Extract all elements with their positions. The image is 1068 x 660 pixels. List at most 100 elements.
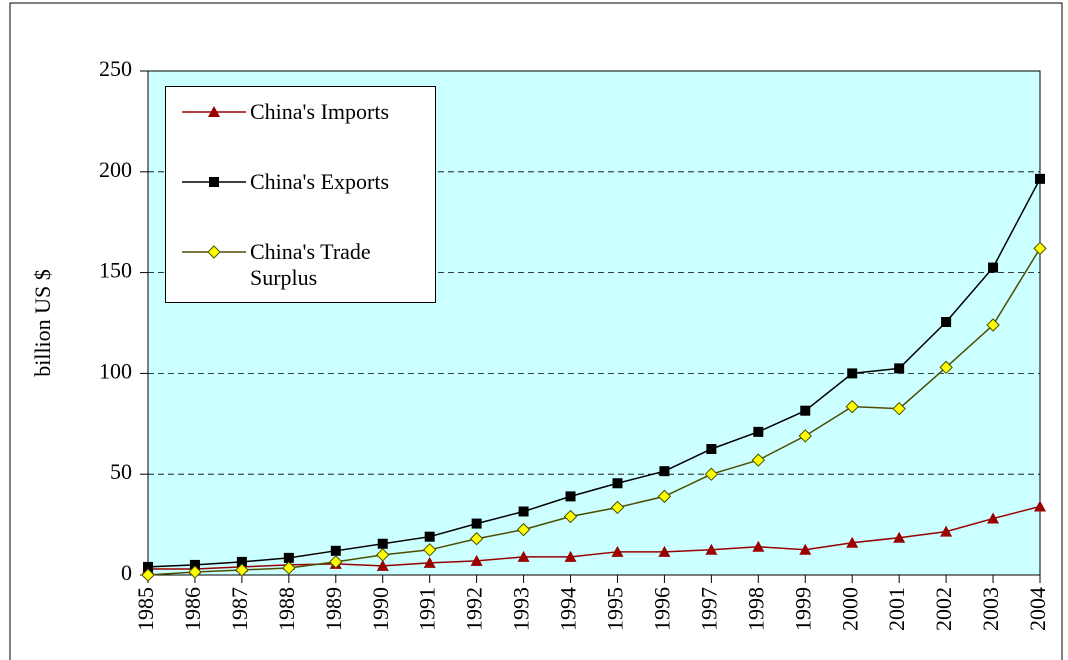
data-point: [987, 512, 1000, 524]
data-point: [988, 262, 999, 273]
legend-item: China's Exports: [166, 169, 420, 195]
data-point: [235, 563, 249, 577]
y-axis-label: billion US $: [30, 269, 55, 377]
frame: [9, 2, 1063, 660]
data-point: [706, 444, 717, 454]
data-point: [845, 399, 859, 414]
data-point: [939, 360, 953, 375]
data-point: [800, 405, 811, 416]
data-point: [422, 543, 437, 557]
series-line: [148, 505, 1041, 570]
data-point: [377, 538, 388, 549]
data-point: [894, 363, 905, 374]
x-tick-label: 1996: [649, 587, 674, 631]
marker: [208, 106, 220, 117]
data-point: [892, 401, 906, 416]
data-point: [376, 559, 389, 571]
data-point: [376, 548, 390, 562]
data-point: [657, 489, 672, 504]
data-point: [752, 540, 765, 552]
data-point: [518, 506, 529, 517]
y-tick-label: 250: [99, 56, 132, 81]
data-point: [423, 556, 436, 568]
x-tick-label: 1994: [556, 587, 581, 631]
data-point: [611, 545, 624, 557]
legend-swatch: [182, 177, 246, 187]
data-point: [1035, 173, 1045, 184]
y-tick-label: 200: [99, 157, 132, 182]
marker: [207, 245, 221, 259]
data-point: [612, 478, 623, 489]
x-tick-label: 1986: [180, 587, 205, 631]
data-point: [236, 556, 247, 567]
data-point: [470, 554, 483, 566]
data-point: [940, 525, 953, 537]
data-point: [282, 561, 296, 575]
x-tick-label: 1995: [603, 587, 628, 631]
data-point: [141, 568, 155, 582]
data-point: [847, 368, 858, 379]
data-point: [986, 318, 1000, 332]
y-tick-label: 50: [110, 459, 132, 484]
x-tick-label: 1989: [321, 587, 346, 631]
data-point: [330, 545, 341, 556]
data-point: [565, 491, 576, 502]
data-point: [329, 555, 343, 569]
data-point: [704, 467, 719, 481]
data-point: [798, 429, 812, 443]
legend: China's Imports China's Exports China's Tr…: [165, 86, 436, 303]
x-tick-label: 1993: [509, 587, 534, 631]
x-tick-label: 1985: [133, 587, 158, 631]
data-point: [143, 561, 153, 572]
data-point: [893, 531, 906, 543]
data-point: [941, 316, 952, 327]
x-tick-label: 1990: [368, 587, 393, 631]
legend-swatch: [182, 106, 246, 117]
data-point: [424, 531, 435, 542]
data-point: [471, 518, 482, 529]
legend-label: China's Imports: [250, 99, 390, 124]
y-tick-label: 0: [121, 560, 132, 585]
x-tick-label: 1987: [227, 587, 252, 631]
legend-item: China's Trade Surplus: [166, 239, 420, 291]
y-tick-label: 150: [99, 258, 132, 283]
data-point: [283, 552, 294, 563]
y-tick-label: 100: [99, 358, 132, 383]
x-tick-label: 1991: [415, 587, 440, 631]
data-point: [705, 543, 718, 555]
x-tick-label: 1988: [274, 587, 299, 631]
x-tick-label: 2002: [931, 587, 956, 631]
x-tick-label: 2004: [1025, 587, 1050, 631]
data-point: [564, 550, 577, 562]
legend-item: China's Imports: [166, 99, 420, 125]
data-point: [751, 453, 766, 467]
data-point: [469, 532, 484, 546]
marker: [209, 177, 219, 187]
x-tick-label: 2000: [837, 587, 862, 631]
x-tick-label: 2001: [884, 587, 909, 631]
data-point: [563, 509, 578, 524]
data-point: [517, 550, 530, 562]
data-point: [1033, 241, 1047, 256]
data-point: [610, 500, 625, 515]
series-line: [147, 248, 1041, 576]
data-point: [1034, 500, 1046, 512]
x-tick-label: 1992: [462, 587, 487, 631]
data-point: [188, 565, 202, 579]
data-point: [516, 522, 531, 537]
data-point: [189, 559, 200, 570]
data-point: [753, 426, 764, 437]
data-point: [659, 466, 670, 477]
series-line: [147, 178, 1041, 568]
legend-swatch: [182, 245, 246, 259]
x-tick-label: 2003: [978, 587, 1003, 631]
data-point: [846, 536, 859, 548]
x-tick-label: 1997: [696, 587, 721, 631]
data-point: [799, 543, 812, 555]
legend-label: China's Exports: [250, 169, 390, 194]
data-point: [658, 545, 671, 557]
x-tick-label: 1999: [790, 587, 815, 631]
x-tick-label: 1998: [743, 587, 768, 631]
